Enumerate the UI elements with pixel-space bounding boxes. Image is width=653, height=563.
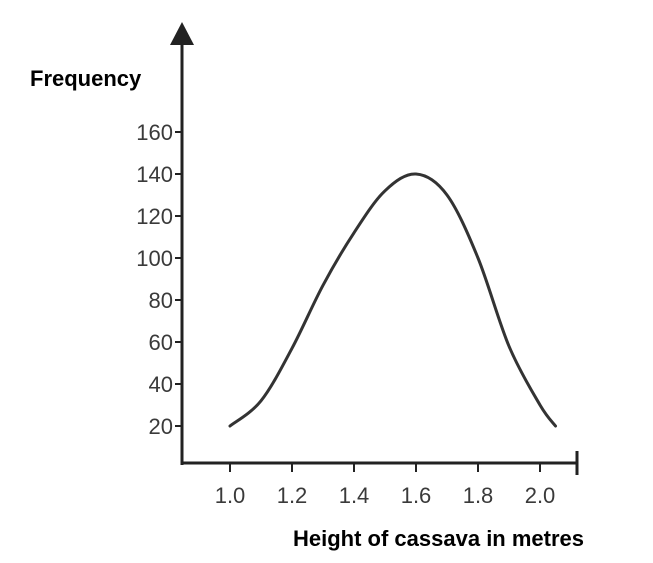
y-axis-arrow (170, 22, 194, 45)
x-tick-label: 1.4 (339, 483, 370, 508)
y-tick-label: 140 (136, 162, 173, 187)
x-tick-label: 2.0 (525, 483, 556, 508)
y-tick-label: 20 (149, 414, 173, 439)
y-ticks: 20 40 60 80 100 120 140 160 (136, 120, 182, 439)
x-tick-label: 1.6 (401, 483, 432, 508)
y-tick-label: 80 (149, 288, 173, 313)
y-tick-label: 40 (149, 372, 173, 397)
y-tick-label: 120 (136, 204, 173, 229)
y-tick-label: 60 (149, 330, 173, 355)
frequency-curve (228, 172, 557, 428)
x-axis-label: Height of cassava in metres (293, 526, 584, 551)
x-ticks: 1.0 1.2 1.4 1.6 1.8 2.0 (215, 463, 556, 508)
y-axis-label: Frequency (30, 66, 142, 91)
x-tick-label: 1.2 (277, 483, 308, 508)
y-axis (170, 22, 194, 465)
x-tick-label: 1.8 (463, 483, 494, 508)
x-tick-label: 1.0 (215, 483, 246, 508)
x-axis (182, 451, 579, 475)
y-tick-label: 160 (136, 120, 173, 145)
y-tick-label: 100 (136, 246, 173, 271)
